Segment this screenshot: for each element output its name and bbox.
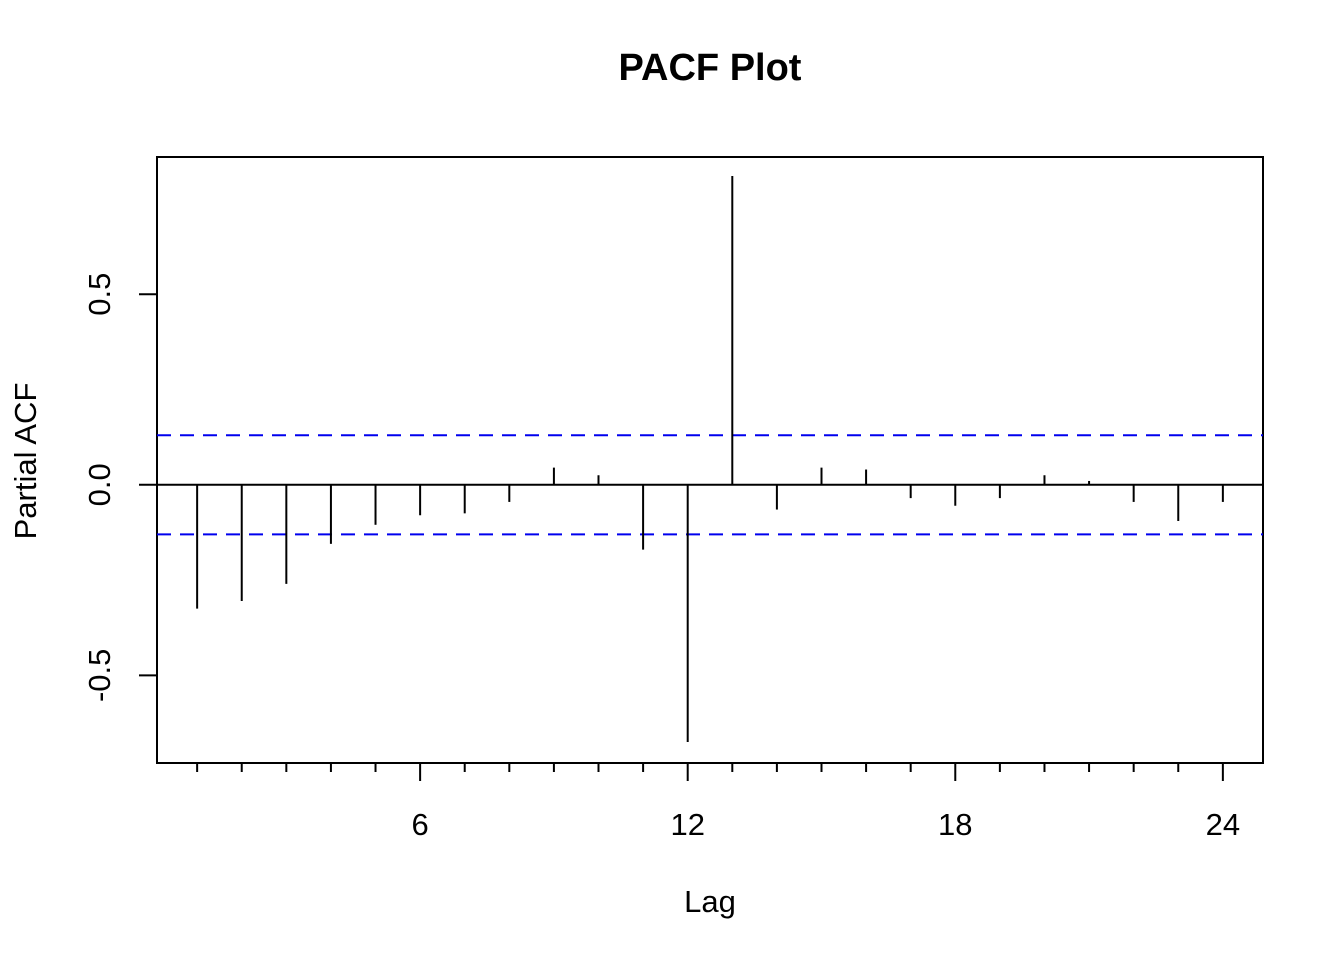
x-axis: 6 12 18 24: [196, 762, 1240, 842]
y-tick-label-0.5: 0.5: [82, 273, 117, 316]
chart-title: PACF Plot: [619, 47, 802, 89]
x-tick-label-18: 18: [938, 807, 972, 842]
y-axis: -0.5 0.0 0.5: [82, 273, 158, 702]
plot-frame: [156, 156, 1264, 764]
y-tick-label-0.0: 0.0: [82, 463, 117, 506]
pacf-bars: [196, 176, 1224, 743]
confidence-bounds: [157, 434, 1263, 536]
x-axis-label: Lag: [684, 884, 736, 919]
y-tick-label--0.5: -0.5: [82, 649, 117, 702]
y-axis-label: Partial ACF: [8, 383, 43, 540]
x-tick-label-6: 6: [411, 807, 428, 842]
x-tick-label-24: 24: [1206, 807, 1240, 842]
x-tick-label-12: 12: [670, 807, 704, 842]
